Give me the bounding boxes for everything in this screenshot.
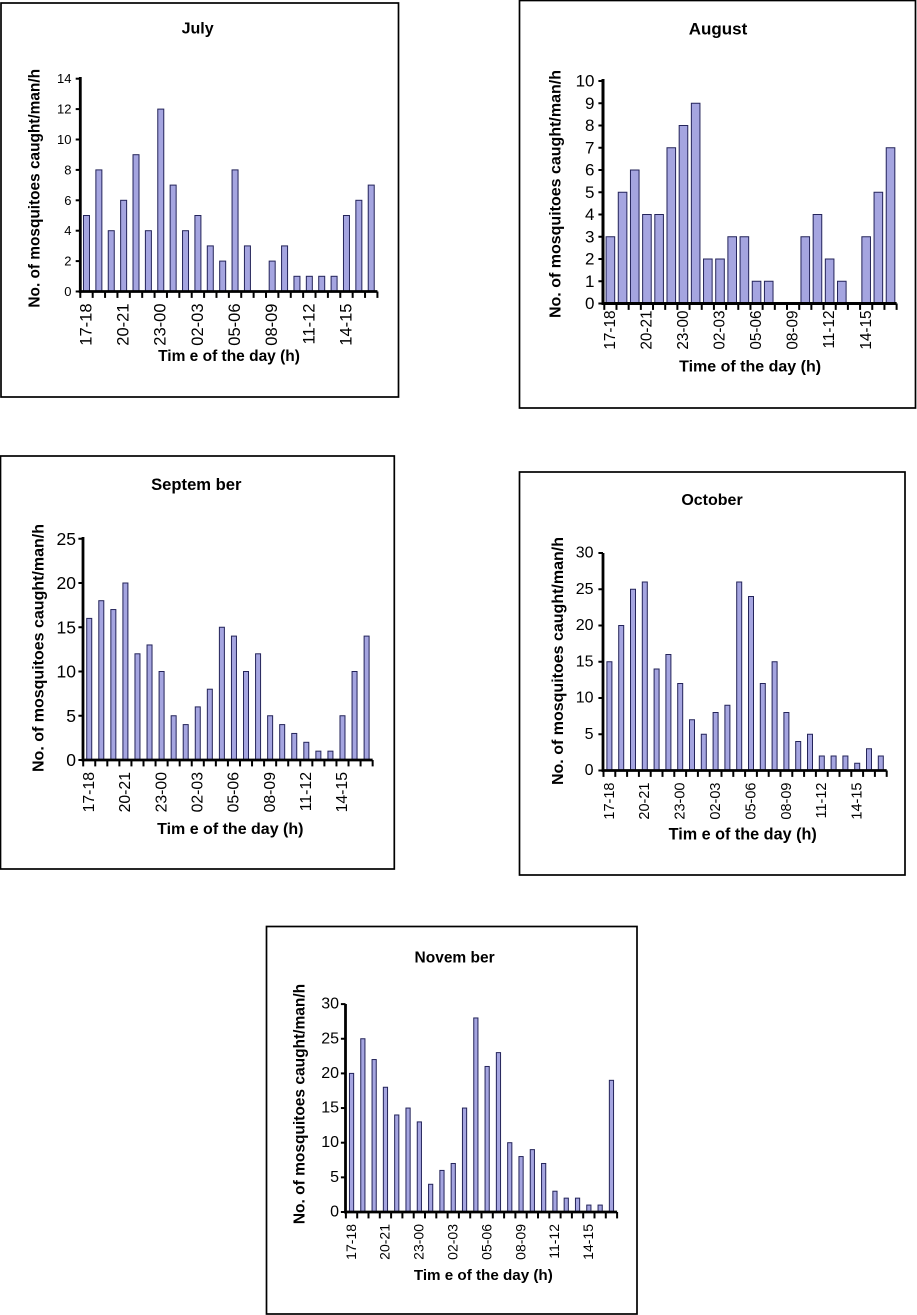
svg-text:14-15: 14-15 [580, 1224, 596, 1260]
svg-text:23-00: 23-00 [411, 1224, 427, 1260]
svg-text:12: 12 [57, 102, 71, 117]
svg-text:No. of mosquitoes caught/man/h: No. of mosquitoes caught/man/h [550, 537, 567, 785]
svg-text:1: 1 [585, 272, 594, 291]
svg-text:Septem ber: Septem ber [151, 475, 242, 494]
svg-text:15: 15 [576, 653, 594, 670]
svg-text:11-12: 11-12 [298, 772, 315, 811]
svg-text:17-18: 17-18 [602, 311, 619, 350]
svg-text:No. of mosquitoes caught/man/h: No. of mosquitoes caught/man/h [31, 524, 48, 772]
svg-text:2: 2 [585, 250, 594, 269]
svg-text:0: 0 [64, 284, 71, 299]
svg-text:14-15: 14-15 [850, 783, 866, 820]
svg-text:30: 30 [321, 996, 339, 1013]
svg-text:25: 25 [576, 581, 594, 598]
svg-text:05-06: 05-06 [748, 311, 765, 350]
svg-text:10: 10 [57, 662, 77, 682]
svg-text:9: 9 [585, 94, 594, 113]
svg-text:4: 4 [64, 223, 71, 238]
svg-text:20-21: 20-21 [377, 1224, 393, 1260]
svg-text:2: 2 [64, 254, 71, 269]
svg-text:8: 8 [585, 116, 594, 135]
svg-text:0: 0 [330, 1204, 339, 1221]
svg-text:7: 7 [585, 138, 594, 157]
svg-text:08-09: 08-09 [262, 772, 279, 813]
svg-text:14-15: 14-15 [334, 772, 351, 813]
svg-text:20: 20 [321, 1065, 339, 1082]
svg-text:20: 20 [57, 573, 77, 593]
svg-text:5: 5 [330, 1169, 339, 1186]
svg-text:23-00: 23-00 [675, 311, 692, 350]
svg-text:4: 4 [585, 205, 594, 224]
svg-text:11-12: 11-12 [814, 783, 830, 819]
svg-text:15: 15 [57, 617, 76, 637]
svg-text:11-12: 11-12 [300, 304, 318, 345]
svg-text:23-00: 23-00 [153, 772, 170, 813]
svg-text:October: October [681, 492, 742, 509]
svg-text:No. of mosquitoes caught/man/h: No. of mosquitoes caught/man/h [548, 70, 565, 318]
svg-text:08-09: 08-09 [779, 783, 795, 820]
svg-text:8: 8 [64, 162, 71, 177]
svg-text:11-12: 11-12 [546, 1224, 562, 1259]
svg-text:0: 0 [585, 294, 594, 313]
svg-text:17-18: 17-18 [602, 783, 618, 820]
svg-text:0: 0 [585, 762, 594, 779]
svg-text:20-21: 20-21 [639, 311, 656, 350]
svg-text:Tim e of the day (h): Tim e of the day (h) [669, 826, 817, 844]
svg-text:05-06: 05-06 [743, 783, 759, 820]
svg-text:Tim e of the day (h): Tim e of the day (h) [414, 1267, 553, 1284]
svg-text:Time of the day (h): Time of the day (h) [679, 359, 821, 376]
svg-text:10: 10 [57, 132, 71, 147]
svg-text:05-06: 05-06 [478, 1224, 494, 1260]
svg-text:20: 20 [576, 617, 594, 634]
svg-text:02-03: 02-03 [708, 783, 724, 820]
svg-text:Tim e of the day (h): Tim e of the day (h) [157, 821, 303, 838]
svg-text:11-12: 11-12 [821, 311, 838, 349]
svg-text:14-15: 14-15 [858, 311, 875, 350]
svg-text:10: 10 [321, 1134, 339, 1151]
svg-text:July: July [182, 21, 214, 38]
svg-text:02-03: 02-03 [712, 311, 729, 350]
svg-text:05-06: 05-06 [226, 772, 243, 813]
svg-text:6: 6 [64, 193, 71, 208]
svg-text:5: 5 [66, 706, 76, 726]
svg-text:20-21: 20-21 [115, 304, 133, 346]
svg-text:08-09: 08-09 [785, 311, 802, 350]
svg-text:14-15: 14-15 [337, 304, 355, 346]
svg-text:05-06: 05-06 [226, 304, 244, 346]
svg-text:23-00: 23-00 [673, 783, 689, 820]
svg-text:6: 6 [585, 161, 594, 180]
svg-text:Tim e of the day (h): Tim e of the day (h) [158, 348, 300, 365]
svg-text:23-00: 23-00 [152, 304, 170, 346]
svg-text:No. of mosquitoes caught/man/h: No. of mosquitoes caught/man/h [292, 984, 309, 1224]
svg-text:20-21: 20-21 [117, 772, 134, 813]
svg-text:08-09: 08-09 [263, 304, 281, 346]
svg-text:15: 15 [321, 1100, 339, 1117]
svg-text:02-03: 02-03 [190, 772, 207, 813]
svg-text:08-09: 08-09 [512, 1224, 528, 1260]
svg-text:20-21: 20-21 [637, 783, 653, 820]
svg-text:30: 30 [576, 545, 594, 562]
svg-text:10: 10 [576, 690, 594, 707]
svg-text:17-18: 17-18 [81, 772, 98, 813]
svg-text:17-18: 17-18 [77, 304, 95, 346]
svg-text:10: 10 [576, 72, 595, 91]
svg-text:14: 14 [57, 71, 71, 86]
svg-text:25: 25 [57, 529, 76, 549]
svg-text:3: 3 [585, 227, 594, 246]
svg-text:17-18: 17-18 [343, 1224, 359, 1260]
svg-text:5: 5 [585, 183, 594, 202]
svg-text:02-03: 02-03 [444, 1224, 460, 1260]
svg-text:Novem ber: Novem ber [415, 950, 495, 967]
svg-text:5: 5 [585, 726, 594, 743]
svg-text:0: 0 [66, 750, 76, 770]
svg-text:August: August [689, 20, 748, 39]
svg-text:25: 25 [321, 1030, 339, 1047]
svg-text:02-03: 02-03 [189, 304, 207, 346]
svg-text:No. of mosquitoes caught/man/h: No. of mosquitoes caught/man/h [26, 69, 43, 308]
